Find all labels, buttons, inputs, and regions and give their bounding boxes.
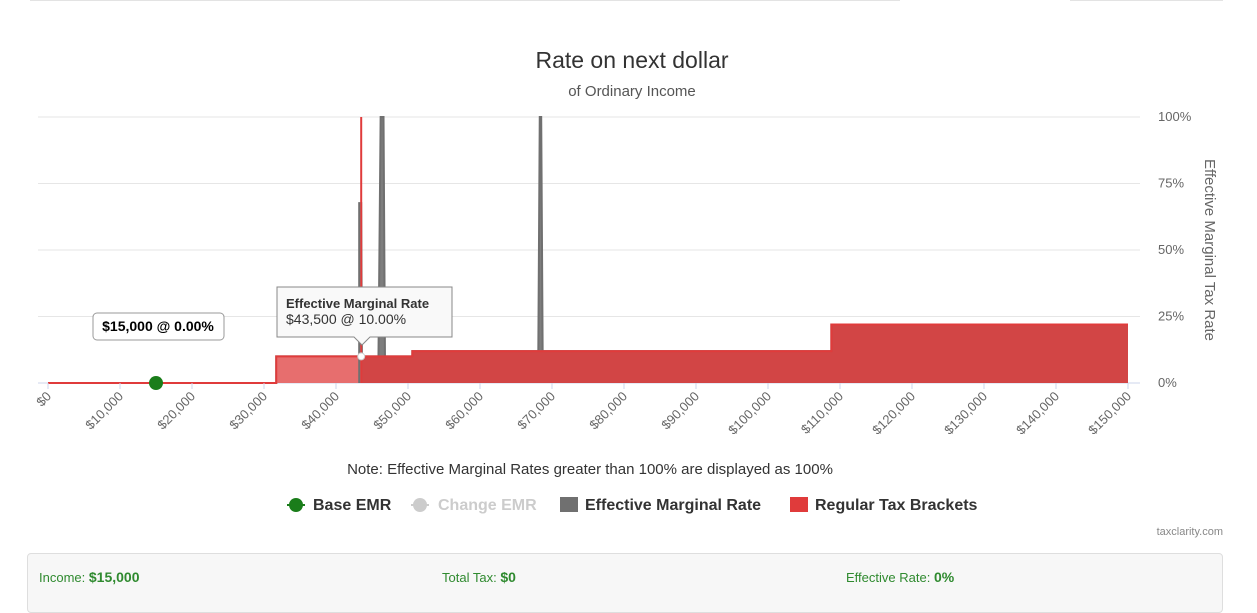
x-tick-label: $30,000 <box>226 389 270 433</box>
plot-area <box>48 116 1128 390</box>
axes: 0% 25% 50% 75% 100% $0 $10,000 $20,000 $30,000 $4… <box>33 109 1191 437</box>
rate-chart: Rate on next dollar of Ordinary Income 0… <box>33 47 1223 538</box>
y-tick-label: 75% <box>1158 176 1184 191</box>
legend-brackets-label: Regular Tax Brackets <box>815 497 978 514</box>
x-tick-label: $40,000 <box>298 389 342 433</box>
effective-rate-summary: Effective Rate: 0% <box>846 569 954 585</box>
total-tax-label: Total Tax: <box>442 570 497 585</box>
brackets-line <box>48 323 1128 384</box>
chart-title: Rate on next dollar <box>535 47 728 73</box>
total-tax-summary: Total Tax: $0 <box>442 569 516 585</box>
x-tick-label: $50,000 <box>370 389 414 433</box>
base-emr-point <box>149 376 163 390</box>
legend-base-emr-marker <box>289 498 303 512</box>
x-tick-label: $0 <box>33 389 54 410</box>
legend-item-regular-tax-brackets[interactable]: Regular Tax Brackets <box>790 497 978 514</box>
chart-subtitle: of Ordinary Income <box>568 83 696 100</box>
y-tick-label: 0% <box>1158 375 1177 390</box>
x-tick-label: $10,000 <box>82 389 126 433</box>
legend-item-effective-marginal-rate[interactable]: Effective Marginal Rate <box>560 497 761 514</box>
x-tick-label: $110,000 <box>798 389 846 437</box>
legend-emr-swatch <box>560 497 578 512</box>
chart-note: Note: Effective Marginal Rates greater t… <box>347 461 833 478</box>
top-divider-left <box>30 0 900 1</box>
tooltip-title: Effective Marginal Rate <box>286 296 429 311</box>
x-tick-label: $140,000 <box>1013 389 1062 438</box>
income-value: $15,000 <box>88 569 140 585</box>
x-tick-label: $70,000 <box>514 389 558 433</box>
x-tick-label: $80,000 <box>586 389 630 433</box>
top-divider-right <box>1070 0 1223 1</box>
income-label: Income: <box>39 570 86 585</box>
effective-rate-label: Effective Rate: <box>846 570 931 585</box>
legend-item-base-emr[interactable]: Base EMR <box>287 497 392 514</box>
x-tick-label: $150,000 <box>1085 389 1134 438</box>
legend-base-emr-label: Base EMR <box>313 497 392 514</box>
change-emr-point <box>357 352 366 361</box>
summary-bar: Income: $15,000 Total Tax: $0 Effective … <box>27 553 1223 613</box>
credit-link[interactable]: taxclarity.com <box>1157 526 1223 538</box>
x-tick-label: $60,000 <box>442 389 486 433</box>
legend-change-emr-label: Change EMR <box>438 497 537 514</box>
legend: Base EMR Change EMR Effective Marginal R… <box>287 497 978 514</box>
tooltip-value: $43,500 @ 10.00% <box>286 311 406 327</box>
x-tick-label: $100,000 <box>725 389 774 438</box>
brackets-area-hover <box>48 356 362 383</box>
legend-change-emr-marker <box>413 498 427 512</box>
base-emr-label-text: $15,000 @ 0.00% <box>102 318 214 334</box>
base-emr-label: $15,000 @ 0.00% <box>92 312 225 341</box>
y-tick-label: 50% <box>1158 242 1184 257</box>
y-axis-title: Effective Marginal Tax Rate <box>1201 159 1218 341</box>
x-tick-label: $130,000 <box>941 389 990 438</box>
total-tax-value: $0 <box>500 569 516 585</box>
x-tick-label: $120,000 <box>869 389 918 438</box>
x-tick-label: $20,000 <box>154 389 198 433</box>
x-tick-label: $90,000 <box>658 389 702 433</box>
effective-rate-value: 0% <box>933 569 955 585</box>
base-emr-label-box <box>92 312 225 341</box>
legend-emr-label: Effective Marginal Rate <box>585 497 761 514</box>
y-tick-label: 100% <box>1158 109 1192 124</box>
tooltip-box <box>276 286 453 346</box>
y-tick-label: 25% <box>1158 309 1184 324</box>
tooltip: Effective Marginal Rate $43,500 @ 10.00% <box>276 286 453 346</box>
income-summary: Income: $15,000 <box>39 569 139 585</box>
legend-item-change-emr[interactable]: Change EMR <box>411 497 537 514</box>
legend-brackets-swatch <box>790 497 808 512</box>
